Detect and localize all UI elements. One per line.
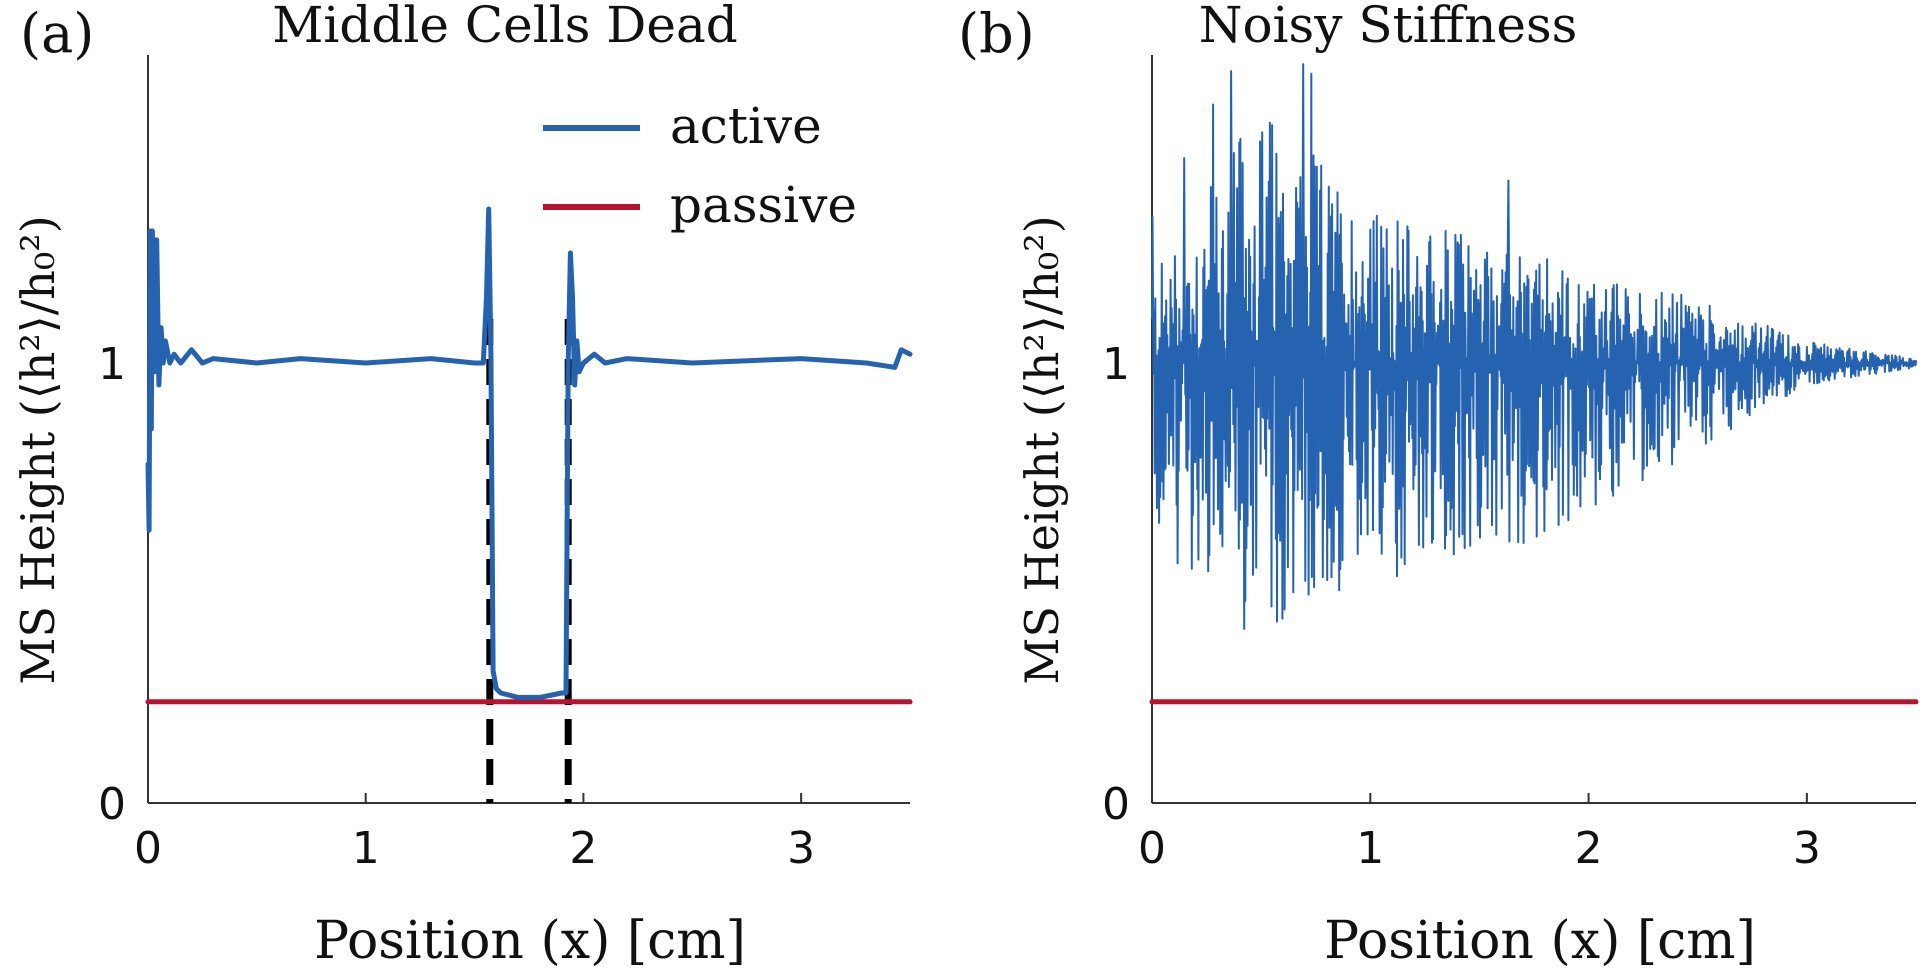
panel-a-xtick-label: 2 [569, 823, 597, 874]
panel-a-xtick-label: 0 [134, 823, 162, 874]
panel-a-xtick-label: 3 [787, 823, 815, 874]
panel-b-ytick-label: 0 [1102, 779, 1130, 830]
panel-b-plot-area: 0 1 2 3 0 1 [1102, 55, 1919, 874]
panel-a-xtick-label: 1 [352, 823, 380, 874]
panel-b-xlabel: Position (x) [cm] [1324, 911, 1756, 971]
panel-b-label: (b) [958, 2, 1035, 65]
panel-b-xtick-label: 3 [1793, 823, 1821, 874]
panel-a-active-series [145, 206, 913, 700]
panel-b-xtick-label: 2 [1575, 823, 1603, 874]
panel-b-xtick-label: 1 [1356, 823, 1384, 874]
panel-a-label: (a) [20, 2, 94, 65]
panel-b-xtick-label: 0 [1138, 823, 1166, 874]
panel-a-ytick-label: 1 [98, 339, 126, 390]
panel-b: (b) Noisy Stiffness MS Height (⟨h²⟩/h₀²)… [958, 0, 1919, 971]
panel-b-ytick-label: 1 [1102, 339, 1130, 390]
panel-a-plot-area: 0 1 2 3 0 1 [98, 55, 913, 874]
panel-a-ylabel: MS Height (⟨h²⟩/h₀²) [11, 215, 65, 684]
panel-a-ytick-label: 0 [98, 779, 126, 830]
panel-a-xlabel: Position (x) [cm] [314, 911, 746, 971]
panel-b-active-series [1151, 63, 1917, 630]
panel-a-legend: active passive [543, 97, 857, 234]
legend-passive-label: passive [670, 176, 857, 234]
panel-a-title: Middle Cells Dead [272, 0, 738, 54]
legend-active-label: active [670, 97, 822, 155]
panel-b-ylabel: MS Height (⟨h²⟩/h₀²) [1015, 215, 1069, 684]
panel-a: (a) Middle Cells Dead MS Height (⟨h²⟩/h₀… [11, 0, 913, 971]
panel-b-title: Noisy Stiffness [1199, 0, 1578, 54]
